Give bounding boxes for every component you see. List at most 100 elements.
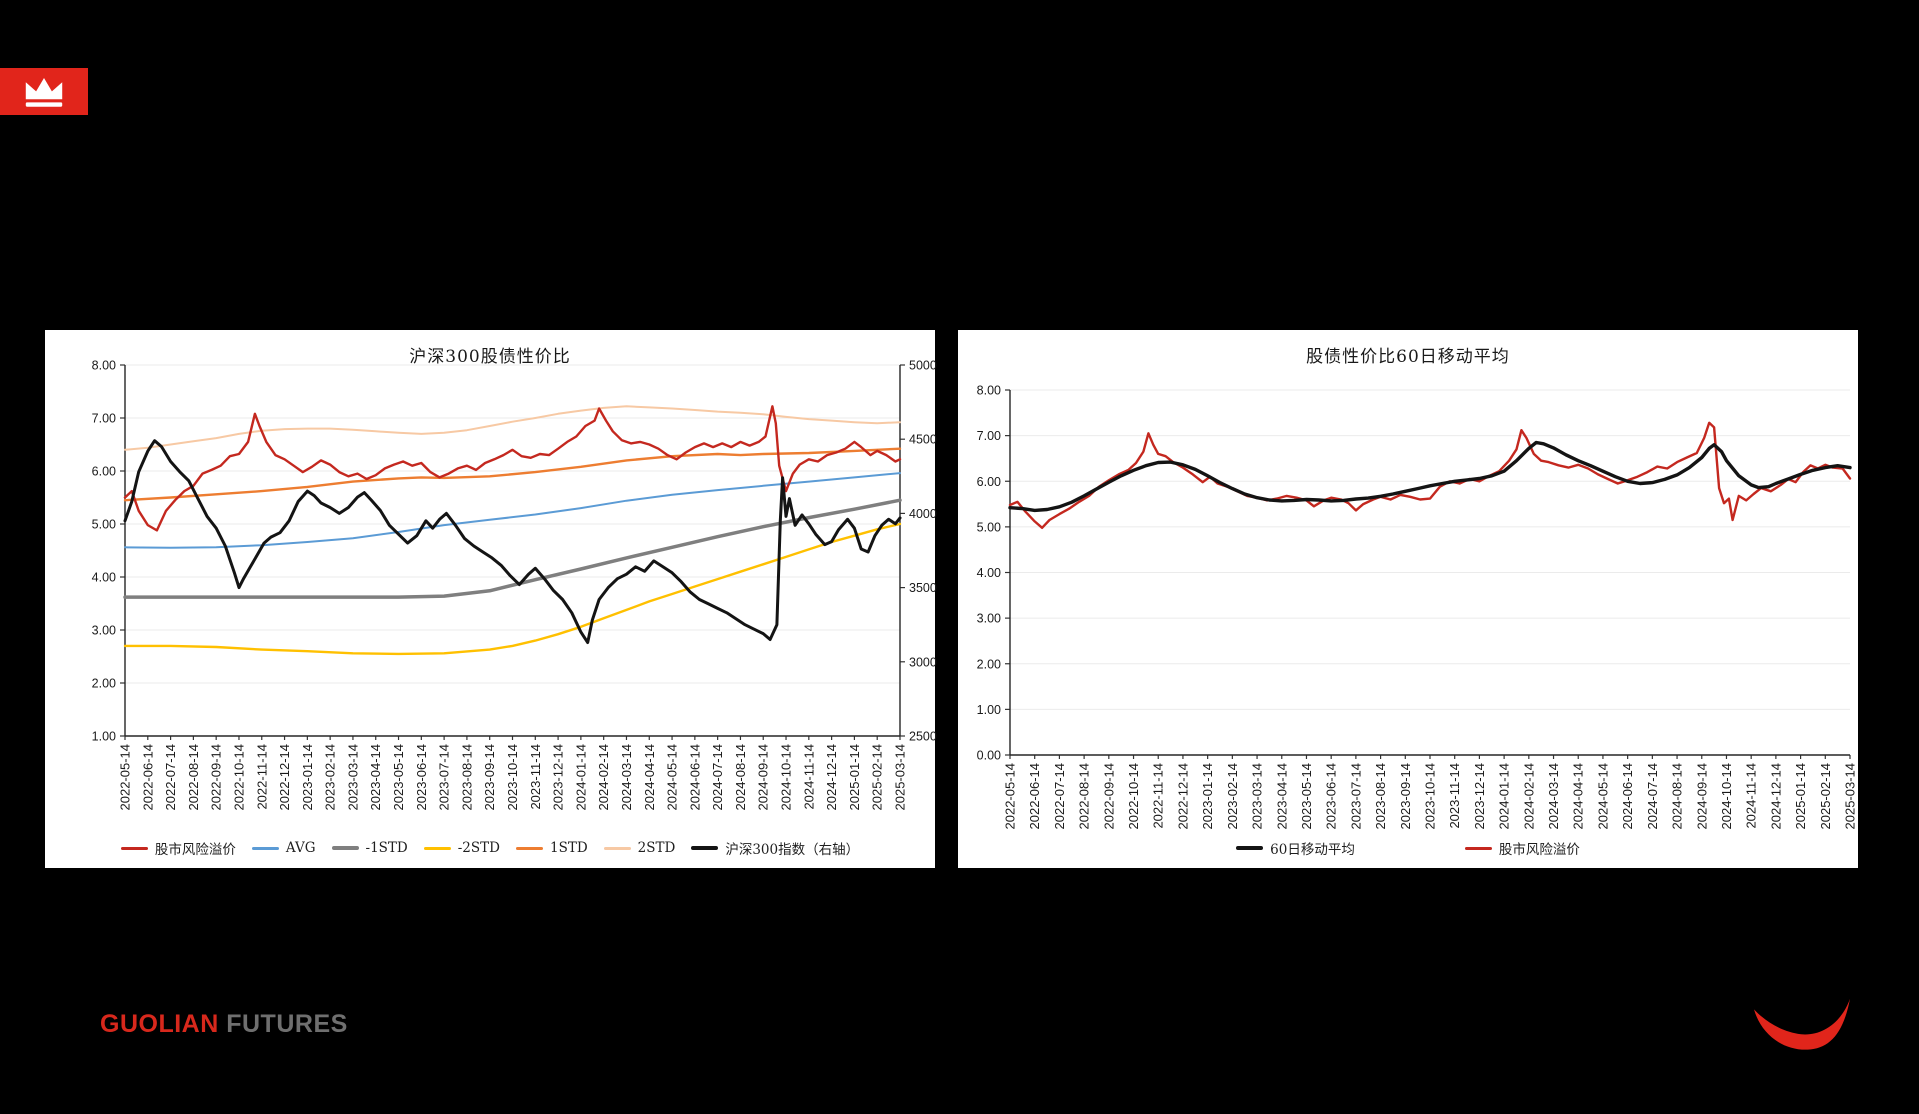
chart-title: 沪深300股债性价比 — [409, 347, 571, 367]
swoosh-icon — [1754, 998, 1850, 1050]
y-right-tick-label: 4000 — [909, 507, 937, 521]
x-tick-label: 2023-02-14 — [1225, 763, 1240, 830]
series-line — [124, 472, 901, 549]
legend-swatch — [691, 846, 719, 850]
chart-legend: 股市风险溢价 AVG -1STD -2STD 1STD 2STD 沪深300指数（右轴） — [45, 838, 935, 858]
x-tick-label: 2022-05-14 — [1003, 763, 1018, 830]
legend-swatch — [423, 846, 451, 850]
x-tick-label: 2024-05-14 — [665, 744, 680, 811]
x-tick-label: 2025-03-14 — [893, 744, 908, 811]
x-tick-label: 2024-03-14 — [619, 744, 634, 811]
legend-swatch — [120, 846, 148, 850]
series-line — [1008, 421, 1852, 530]
x-tick-label: 2023-07-14 — [437, 744, 452, 811]
x-tick-label: 2024-04-14 — [1571, 763, 1586, 830]
x-tick-label: 2023-03-14 — [345, 744, 360, 811]
x-tick-label: 2024-04-14 — [642, 744, 657, 811]
x-tick-label: 2023-04-14 — [368, 744, 383, 811]
x-tick-label: 2023-10-14 — [505, 744, 520, 811]
x-tick-label: 2023-11-14 — [1447, 763, 1462, 829]
y-tick-label: 2.00 — [977, 657, 1001, 671]
x-tick-label: 2022-12-14 — [1175, 763, 1190, 830]
x-tick-label: 2023-07-14 — [1348, 763, 1363, 830]
series-line — [123, 522, 902, 656]
x-tick-label: 2022-07-14 — [163, 744, 178, 811]
y-right-tick-label: 2500 — [909, 730, 937, 744]
legend-label: 沪深300指数（右轴） — [725, 842, 860, 858]
x-tick-label: 2024-06-14 — [1620, 763, 1635, 830]
x-tick-label: 2023-08-14 — [459, 744, 474, 811]
x-tick-label: 2024-07-14 — [710, 744, 725, 811]
x-tick-label: 2022-05-14 — [118, 744, 133, 811]
x-tick-label: 2023-04-14 — [1274, 763, 1289, 830]
x-tick-label: 2024-10-14 — [779, 744, 794, 811]
x-tick-label: 2023-11-14 — [528, 744, 543, 810]
x-tick-label: 2024-11-14 — [801, 744, 816, 810]
x-tick-label: 2023-06-14 — [1324, 763, 1339, 830]
y-tick-label: 3.00 — [92, 624, 116, 638]
legend-swatch — [1236, 846, 1264, 850]
x-tick-label: 2024-09-14 — [756, 744, 771, 811]
x-tick-label: 2024-05-14 — [1595, 763, 1610, 830]
legend-swatch — [515, 846, 543, 850]
x-tick-label: 2022-08-14 — [1077, 763, 1092, 830]
x-tick-label: 2024-11-14 — [1744, 763, 1759, 829]
legend-swatch — [603, 846, 631, 850]
y-tick-label: 6.00 — [92, 465, 116, 479]
y-tick-label: 7.00 — [92, 412, 116, 426]
x-tick-label: 2022-06-14 — [140, 744, 155, 811]
x-tick-label: 2024-12-14 — [824, 744, 839, 811]
x-tick-label: 2023-02-14 — [323, 744, 338, 811]
x-tick-label: 2022-11-14 — [1151, 763, 1166, 829]
y-tick-label: 6.00 — [977, 475, 1001, 489]
x-tick-label: 2025-03-14 — [1843, 763, 1858, 830]
y-tick-label: 1.00 — [977, 703, 1001, 717]
chart-legend: 60日移动平均 股市风险溢价 — [958, 838, 1858, 858]
x-tick-label: 2024-06-14 — [687, 744, 702, 811]
y-tick-label: 5.00 — [92, 518, 116, 532]
legend-item: 2STD — [603, 840, 675, 856]
y-tick-label: 4.00 — [977, 566, 1001, 580]
x-tick-label: 2023-01-14 — [1200, 763, 1215, 830]
series-line — [123, 439, 902, 644]
legend-label: 股市风险溢价 — [1498, 842, 1580, 858]
swoosh-shape — [1754, 998, 1850, 1050]
legend-item: 沪深300指数（右轴） — [691, 838, 859, 858]
y-tick-label: 8.00 — [977, 384, 1001, 398]
x-tick-label: 2023-09-14 — [482, 744, 497, 811]
x-tick-label: 2022-10-14 — [1126, 763, 1141, 830]
x-tick-label: 2022-09-14 — [1101, 763, 1116, 830]
legend-label: -2STD — [457, 840, 500, 856]
legend-item: 股市风险溢价 — [120, 838, 236, 858]
x-tick-label: 2023-08-14 — [1373, 763, 1388, 830]
series-line — [124, 405, 901, 451]
x-tick-label: 2023-12-14 — [1472, 763, 1487, 830]
x-tick-label: 2023-09-14 — [1398, 763, 1413, 830]
chart-title: 股债性价比60日移动平均 — [1306, 347, 1510, 367]
legend-label: 60日移动平均 — [1270, 842, 1355, 858]
y-right-tick-label: 3000 — [909, 655, 937, 669]
x-tick-label: 2024-02-14 — [1521, 763, 1536, 830]
x-tick-label: 2025-01-14 — [847, 744, 862, 811]
legend-label: 1STD — [549, 840, 588, 856]
x-tick-label: 2022-09-14 — [209, 744, 224, 811]
legend-label: -1STD — [365, 840, 408, 856]
y-right-tick-label: 5000 — [909, 359, 937, 373]
x-tick-label: 2023-06-14 — [414, 744, 429, 811]
y-tick-label: 8.00 — [92, 359, 116, 373]
x-tick-label: 2024-10-14 — [1719, 763, 1734, 830]
y-tick-label: 0.00 — [977, 749, 1001, 763]
legend-item: 1STD — [515, 840, 588, 856]
chart-plot-svg: 8.00 7.00 6.00 5.00 4.00 3.00 2.00 1.00 5000 4500… — [92, 359, 937, 811]
x-tick-label: 2022-08-14 — [186, 744, 201, 811]
legend-swatch — [1464, 846, 1492, 850]
legend-swatch — [331, 846, 359, 850]
y-tick-label: 5.00 — [977, 520, 1001, 534]
y-right-tick-label: 4500 — [909, 433, 937, 447]
chart-plot: 8.00 7.00 6.00 5.00 4.00 3.00 2.00 1.00 5000 4500… — [45, 359, 937, 845]
crown-icon — [25, 77, 63, 107]
x-tick-label: 2024-08-14 — [1670, 763, 1685, 830]
legend-item: -1STD — [331, 840, 408, 856]
y-tick-label: 7.00 — [977, 429, 1001, 443]
